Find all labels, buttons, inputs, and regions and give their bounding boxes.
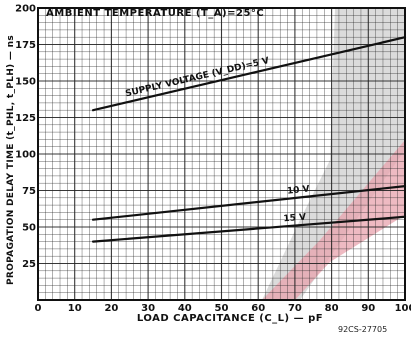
y-tick-label: 75 [22, 186, 36, 197]
x-tick-label: 50 [215, 303, 229, 314]
y-tick-label: 175 [15, 40, 36, 51]
x-axis-label: LOAD CAPACITANCE (C_L) — pF [137, 313, 323, 324]
series-line-1 [91, 185, 407, 221]
y-tick-label: 150 [15, 77, 36, 88]
x-tick-labels: 0 10 20 30 40 50 60 70 80 90 100 [35, 303, 411, 314]
y-tick-label: 50 [22, 223, 36, 234]
x-tick-label: 90 [361, 303, 375, 314]
y-tick-label: 200 [15, 4, 36, 15]
series-label-2: 15 V [283, 213, 306, 225]
x-tick-label: 30 [141, 303, 155, 314]
series-lines [91, 36, 407, 243]
y-tick-label: 100 [15, 150, 36, 161]
x-tick-label: 0 [35, 303, 42, 314]
series-line-0 [91, 36, 407, 112]
series-label-1: 10 V [287, 184, 311, 196]
x-tick-label: 20 [104, 303, 118, 314]
y-tick-label: 25 [22, 259, 36, 270]
y-tick-labels: 25 50 75 100 125 150 175 200 [15, 4, 36, 271]
figure-code: 92CS-27705 [338, 325, 388, 334]
x-tick-label: 60 [251, 303, 265, 314]
x-tick-label: 10 [68, 303, 82, 314]
x-tick-label: 100 [395, 303, 411, 314]
y-tick-label: 125 [15, 113, 36, 124]
x-tick-label: 40 [178, 303, 192, 314]
y-axis-label: PROPAGATION DELAY TIME (t_PHL, t_PLH) — … [6, 35, 16, 285]
plot-frame [37, 7, 406, 301]
x-tick-label: 70 [288, 303, 302, 314]
x-tick-label: 80 [325, 303, 339, 314]
chart-grid [37, 7, 406, 301]
series-line-2 [91, 215, 407, 243]
series-label-0: SUPPLY VOLTAGE (V_DD)=5 V [124, 56, 270, 99]
chart-title: AMBIENT TEMPERATURE (T_A)=25°C [46, 8, 264, 19]
